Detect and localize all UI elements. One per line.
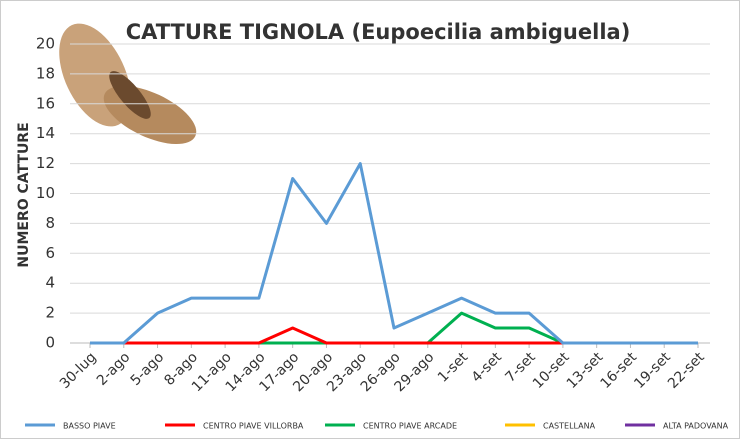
y-tick-label: 18: [36, 64, 55, 82]
y-axis-label: NUMERO CATTURE: [16, 122, 32, 267]
legend-label: CASTELLANA: [543, 422, 596, 431]
legend-label: CENTRO PIAVE ARCADE: [363, 422, 457, 431]
y-tick-label: 6: [45, 244, 55, 262]
y-tick-label: 12: [36, 154, 55, 172]
y-tick-label: 0: [45, 334, 55, 352]
y-tick-label: 20: [36, 35, 55, 53]
y-tick-label: 10: [36, 184, 55, 202]
y-tick-label: 4: [45, 274, 55, 292]
y-tick-label: 14: [36, 124, 55, 142]
y-tick-label: 16: [36, 94, 55, 112]
y-tick-label: 8: [45, 214, 55, 232]
y-tick-label: 2: [45, 304, 55, 322]
legend-label: ALTA PADOVANA: [663, 422, 729, 431]
chart-title: CATTURE TIGNOLA (Eupoecilia ambiguella): [126, 20, 631, 44]
chart: CATTURE TIGNOLA (Eupoecilia ambiguella) …: [0, 0, 740, 439]
legend-label: CENTRO PIAVE VILLORBA: [203, 422, 304, 431]
legend-label: BASSO PIAVE: [63, 422, 116, 431]
